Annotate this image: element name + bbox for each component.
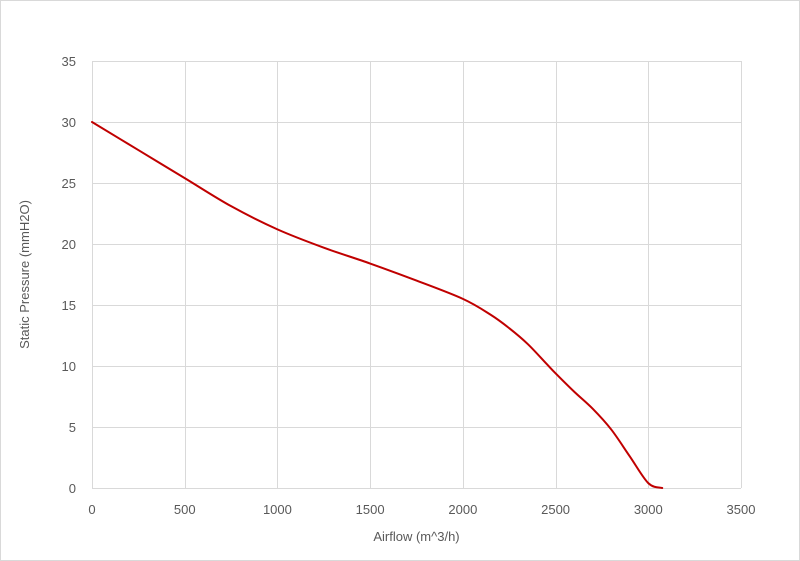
y-axis-title: Static Pressure (mmH2O)	[17, 200, 32, 349]
horizontal-gridlines	[92, 61, 741, 489]
y-tick-label-2: 10	[62, 359, 76, 374]
x-tick-label-3: 1500	[356, 502, 385, 517]
x-tick-label-5: 2500	[541, 502, 570, 517]
y-tick-label-5: 25	[62, 176, 76, 191]
y-tick-label-6: 30	[62, 115, 76, 130]
x-axis-title: Airflow (m^3/h)	[373, 529, 459, 544]
x-tick-label-1: 500	[174, 502, 196, 517]
y-tick-label-3: 15	[62, 298, 76, 313]
y-tick-label-4: 20	[62, 237, 76, 252]
series-line-0	[91, 121, 664, 489]
x-tick-label-0: 0	[88, 502, 95, 517]
x-tick-label-6: 3000	[634, 502, 663, 517]
x-tick-label-7: 3500	[727, 502, 756, 517]
y-tick-labels: 0 5 10 15 20 25 30 35	[62, 54, 76, 496]
x-tick-label-4: 2000	[448, 502, 477, 517]
vertical-gridlines	[92, 61, 742, 488]
y-tick-label-7: 35	[62, 54, 76, 69]
x-tick-labels: 0 500 1000 1500 2000 2500 3000 3500	[88, 502, 755, 517]
series-layer	[91, 121, 664, 489]
y-tick-label-1: 5	[69, 420, 76, 435]
x-tick-label-2: 1000	[263, 502, 292, 517]
y-tick-label-0: 0	[69, 481, 76, 496]
